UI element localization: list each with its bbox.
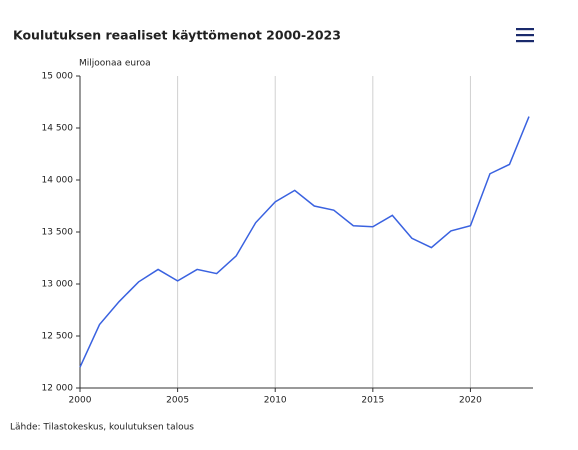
source-note: Lähde: Tilastokeskus, koulutuksen talous (10, 423, 194, 433)
x-tick-label: 2000 (69, 396, 92, 406)
y-axis-label: Miljoonaa euroa (79, 59, 151, 69)
y-tick-label: 14 500 (42, 124, 74, 134)
y-tick-label: 15 000 (42, 72, 74, 82)
x-tick-label: 2020 (459, 396, 482, 406)
x-tick-label: 2010 (264, 396, 287, 406)
y-tick-label: 12 500 (42, 332, 74, 342)
y-tick-label: 13 500 (42, 228, 74, 238)
x-tick-label: 2015 (361, 396, 384, 406)
data-line (79, 116, 530, 368)
y-tick-label: 13 000 (42, 280, 74, 290)
x-tick-label: 2005 (166, 396, 189, 406)
y-tick-label: 12 000 (42, 384, 74, 394)
menu-button[interactable] (516, 28, 534, 43)
y-tick-label: 14 000 (42, 176, 74, 186)
chart-title: Koulutuksen reaaliset käyttömenot 2000-2… (13, 28, 341, 43)
